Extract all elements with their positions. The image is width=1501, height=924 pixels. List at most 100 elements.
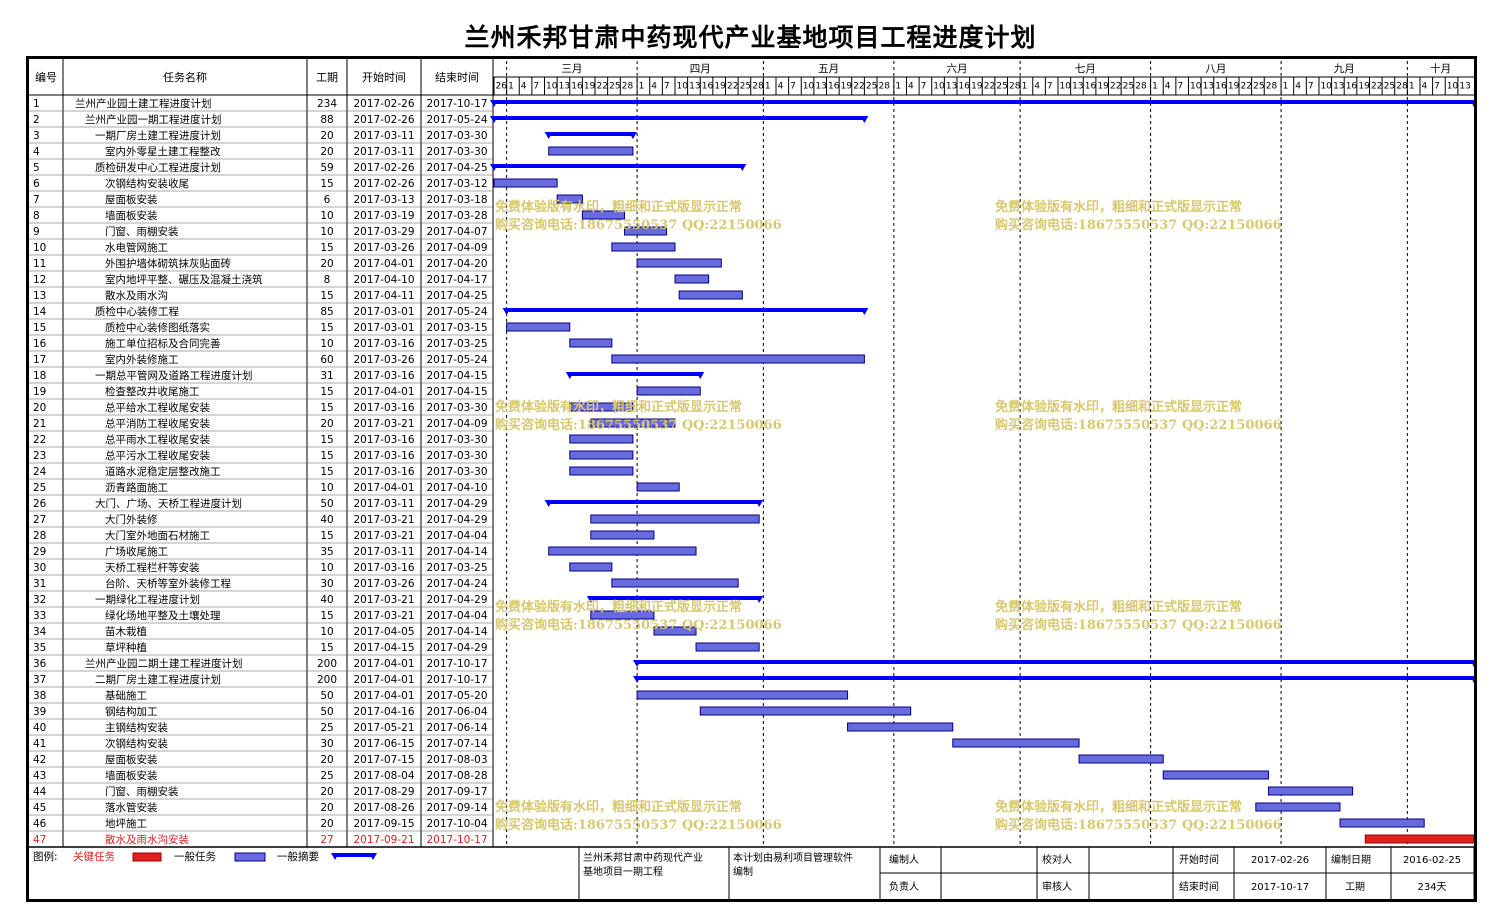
task-bar[interactable]	[581, 210, 625, 220]
task-end: 2017-04-09	[426, 242, 487, 254]
task-id: 6	[33, 178, 40, 190]
summary-bar[interactable]	[637, 660, 1474, 664]
task-bar[interactable]	[1267, 786, 1354, 796]
month-label: 三月	[561, 63, 582, 75]
summary-bar[interactable]	[494, 164, 743, 168]
task-name: 落水管安装	[105, 801, 158, 814]
task-bar[interactable]	[569, 402, 634, 412]
task-bar[interactable]	[636, 386, 701, 396]
task-name: 质检中心装修工程	[95, 305, 179, 318]
task-name: 兰州产业园二期土建工程进度计划	[85, 657, 243, 670]
task-bar[interactable]	[569, 338, 613, 348]
task-id: 16	[33, 338, 47, 350]
day-label: 13	[1333, 82, 1344, 92]
task-bar[interactable]	[653, 626, 697, 636]
task-bar[interactable]	[611, 354, 865, 364]
footer-project: 兰州禾邦甘肃中药现代产业	[583, 851, 703, 864]
task-id: 20	[33, 402, 46, 414]
task-bar[interactable]	[695, 642, 760, 652]
task-duration: 15	[320, 610, 333, 622]
summary-bar[interactable]	[637, 676, 1474, 680]
summary-bar[interactable]	[548, 500, 760, 504]
summary-bar-start-marker	[490, 164, 498, 171]
task-end: 2017-04-10	[426, 482, 487, 494]
task-bar[interactable]	[674, 274, 710, 284]
task-name: 台阶、天桥等室外装修工程	[105, 577, 231, 590]
task-bar[interactable]	[699, 706, 912, 716]
summary-bar-start-marker	[544, 500, 553, 507]
task-end: 2017-05-24	[426, 354, 487, 366]
task-name: 沥青路面施工	[105, 481, 168, 494]
task-duration: 15	[320, 434, 333, 446]
task-id: 31	[33, 578, 46, 590]
critical-task-bar[interactable]	[1364, 834, 1474, 844]
task-start: 2017-03-01	[353, 306, 414, 318]
task-bar[interactable]	[569, 466, 634, 476]
task-start: 2017-03-11	[353, 498, 414, 510]
task-bar[interactable]	[636, 690, 849, 700]
task-bar[interactable]	[569, 562, 613, 572]
summary-bar[interactable]	[590, 596, 760, 600]
task-duration: 6	[324, 194, 331, 206]
task-bar[interactable]	[548, 546, 697, 556]
day-label: 13	[689, 82, 700, 92]
task-end: 2017-04-29	[426, 594, 487, 606]
day-label: 7	[1047, 82, 1053, 92]
task-bar[interactable]	[1162, 770, 1269, 780]
task-bar[interactable]	[1339, 818, 1425, 828]
task-bar[interactable]	[493, 178, 558, 188]
task-bar[interactable]	[623, 226, 668, 236]
task-bar[interactable]	[1078, 754, 1164, 764]
task-start: 2017-03-21	[353, 610, 414, 622]
day-label: 19	[714, 82, 726, 92]
summary-bar[interactable]	[494, 100, 1474, 104]
task-name: 室内地坪平整、碾压及混凝土浇筑	[105, 273, 263, 286]
task-bar[interactable]	[636, 482, 680, 492]
task-bar[interactable]	[952, 738, 1080, 748]
day-label: 1	[639, 82, 645, 92]
task-name: 草坪种植	[105, 641, 147, 654]
summary-bar[interactable]	[506, 308, 865, 312]
task-id: 28	[33, 530, 46, 542]
task-start: 2017-04-05	[353, 626, 414, 638]
task-bar[interactable]	[590, 514, 760, 524]
summary-bar[interactable]	[569, 372, 701, 376]
footer-duration-label: 工期	[1345, 881, 1365, 893]
task-bar[interactable]	[678, 290, 743, 300]
day-label: 7	[921, 82, 927, 92]
task-name: 屋面板安装	[105, 753, 158, 766]
task-start: 2017-04-01	[353, 690, 414, 702]
task-end: 2017-05-24	[426, 306, 487, 318]
task-bar[interactable]	[611, 578, 739, 588]
month-label: 五月	[818, 63, 839, 75]
task-id: 24	[33, 466, 47, 478]
task-name: 室内外零星土建工程整改	[105, 145, 221, 158]
footer-start-label: 开始时间	[1179, 853, 1219, 866]
day-label: 28	[1135, 82, 1147, 92]
task-bar[interactable]	[569, 450, 634, 460]
task-bar[interactable]	[590, 610, 655, 620]
task-bar[interactable]	[569, 434, 634, 444]
task-bar[interactable]	[847, 722, 954, 732]
task-bar[interactable]	[1255, 802, 1341, 812]
task-name: 地坪施工	[105, 817, 147, 830]
day-label: 28	[622, 82, 634, 92]
footer-reviewer-label: 审核人	[1042, 880, 1072, 893]
task-bar[interactable]	[556, 194, 583, 204]
task-end: 2017-03-25	[426, 562, 487, 574]
summary-bar[interactable]	[494, 116, 865, 120]
task-bar[interactable]	[636, 258, 722, 268]
day-label: 13	[1459, 82, 1470, 92]
task-bar[interactable]	[548, 146, 634, 156]
task-start: 2017-03-16	[353, 562, 414, 574]
task-id: 15	[33, 322, 46, 334]
day-label: 16	[1346, 82, 1358, 92]
task-id: 44	[33, 786, 47, 798]
task-bar[interactable]	[611, 242, 676, 252]
task-start: 2017-03-11	[353, 546, 414, 558]
task-bar[interactable]	[590, 418, 676, 428]
summary-bar[interactable]	[548, 132, 633, 136]
task-name: 次钢结构安装收尾	[105, 177, 189, 190]
task-bar[interactable]	[590, 530, 655, 540]
task-bar[interactable]	[506, 322, 571, 332]
